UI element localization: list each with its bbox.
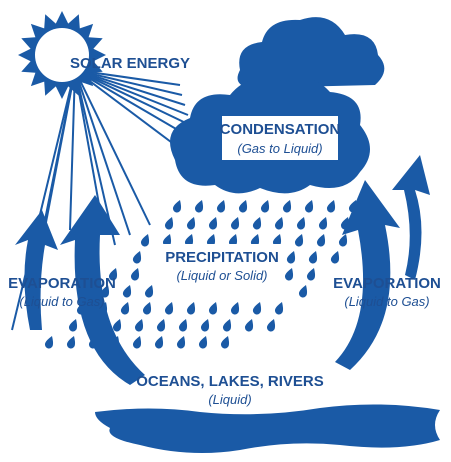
evaporation-left-subtitle: (Liquid to Gas): [19, 294, 104, 309]
water-subtitle: (Liquid): [208, 392, 251, 407]
raindrop: [318, 217, 328, 230]
evaporation-left-title: EVAPORATION: [8, 275, 116, 292]
ray: [74, 69, 186, 106]
raindrop: [238, 200, 248, 213]
condensation-box: [222, 116, 338, 160]
raindrop: [132, 251, 142, 264]
raindrop: [44, 336, 54, 349]
raindrop: [68, 319, 78, 332]
raindrop: [230, 302, 240, 315]
raindrop: [108, 268, 118, 281]
raindrop: [66, 336, 76, 349]
raindrop: [266, 319, 276, 332]
precipitation-title: PRECIPITATION: [165, 249, 279, 266]
evaporation-right-subtitle: (Liquid to Gas): [344, 294, 429, 309]
raindrop: [216, 200, 226, 213]
raindrop: [142, 302, 152, 315]
raindrop: [330, 251, 340, 264]
condensation-subtitle: (Gas to Liquid): [237, 141, 322, 156]
raindrop: [316, 234, 326, 247]
raindrop: [144, 285, 154, 298]
raindrop: [200, 319, 210, 332]
small-cloud: [237, 17, 385, 89]
water-body: [95, 404, 440, 454]
raindrop: [112, 319, 122, 332]
raindrop: [304, 200, 314, 213]
raindrop: [244, 319, 254, 332]
raindrop: [120, 302, 130, 315]
raindrop: [156, 319, 166, 332]
raindrop: [186, 217, 196, 230]
raindrop: [308, 251, 318, 264]
raindrop: [134, 319, 144, 332]
raindrop: [186, 302, 196, 315]
right-arrow: [335, 180, 400, 370]
raindrop: [176, 336, 186, 349]
evaporation-right-title: EVAPORATION: [333, 275, 441, 292]
raindrop: [250, 234, 260, 247]
raindrop: [272, 234, 282, 247]
raindrop: [162, 234, 172, 247]
raindrop: [252, 217, 262, 230]
raindrop: [130, 268, 140, 281]
raindrop: [164, 217, 174, 230]
sun: [18, 11, 106, 99]
raindrop: [194, 200, 204, 213]
raindrop: [252, 302, 262, 315]
ray: [74, 69, 191, 126]
ray: [74, 69, 189, 116]
precipitation-box: [162, 244, 282, 286]
raindrop: [208, 217, 218, 230]
raindrop: [284, 268, 294, 281]
ray: [74, 69, 116, 246]
raindrop: [286, 251, 296, 264]
ray: [74, 69, 131, 236]
raindrop: [208, 302, 218, 315]
raindrop: [228, 234, 238, 247]
raindrop: [184, 234, 194, 247]
raindrop: [172, 200, 182, 213]
raindrop: [132, 336, 142, 349]
raindrop: [198, 336, 208, 349]
raindrop: [178, 319, 188, 332]
water-title: OCEANS, LAKES, RIVERS: [136, 373, 324, 390]
ray: [69, 69, 76, 231]
raindrop: [326, 200, 336, 213]
raindrop: [222, 319, 232, 332]
raindrop: [154, 336, 164, 349]
raindrop: [282, 200, 292, 213]
raindrop: [206, 234, 216, 247]
raindrop: [260, 200, 270, 213]
raindrop: [164, 302, 174, 315]
left-small-arrow: [15, 210, 58, 330]
ray: [74, 69, 101, 211]
sun-core: [35, 28, 89, 82]
raindrop: [140, 234, 150, 247]
right-small-arrow: [392, 155, 430, 280]
ray: [74, 69, 183, 96]
raindrop: [122, 285, 132, 298]
condensation-title: CONDENSATION: [220, 121, 341, 138]
raindrop: [274, 217, 284, 230]
raindrop: [338, 234, 348, 247]
raindrop: [306, 268, 316, 281]
raindrop: [230, 217, 240, 230]
raindrop: [298, 285, 308, 298]
raindrop: [274, 302, 284, 315]
left-arrow: [60, 195, 145, 385]
precipitation-subtitle: (Liquid or Solid): [176, 268, 267, 283]
solar-label: SOLAR ENERGY: [70, 55, 190, 72]
raindrop: [220, 336, 230, 349]
raindrop: [294, 234, 304, 247]
ray: [74, 69, 151, 226]
ray: [11, 69, 76, 331]
raindrop: [296, 217, 306, 230]
